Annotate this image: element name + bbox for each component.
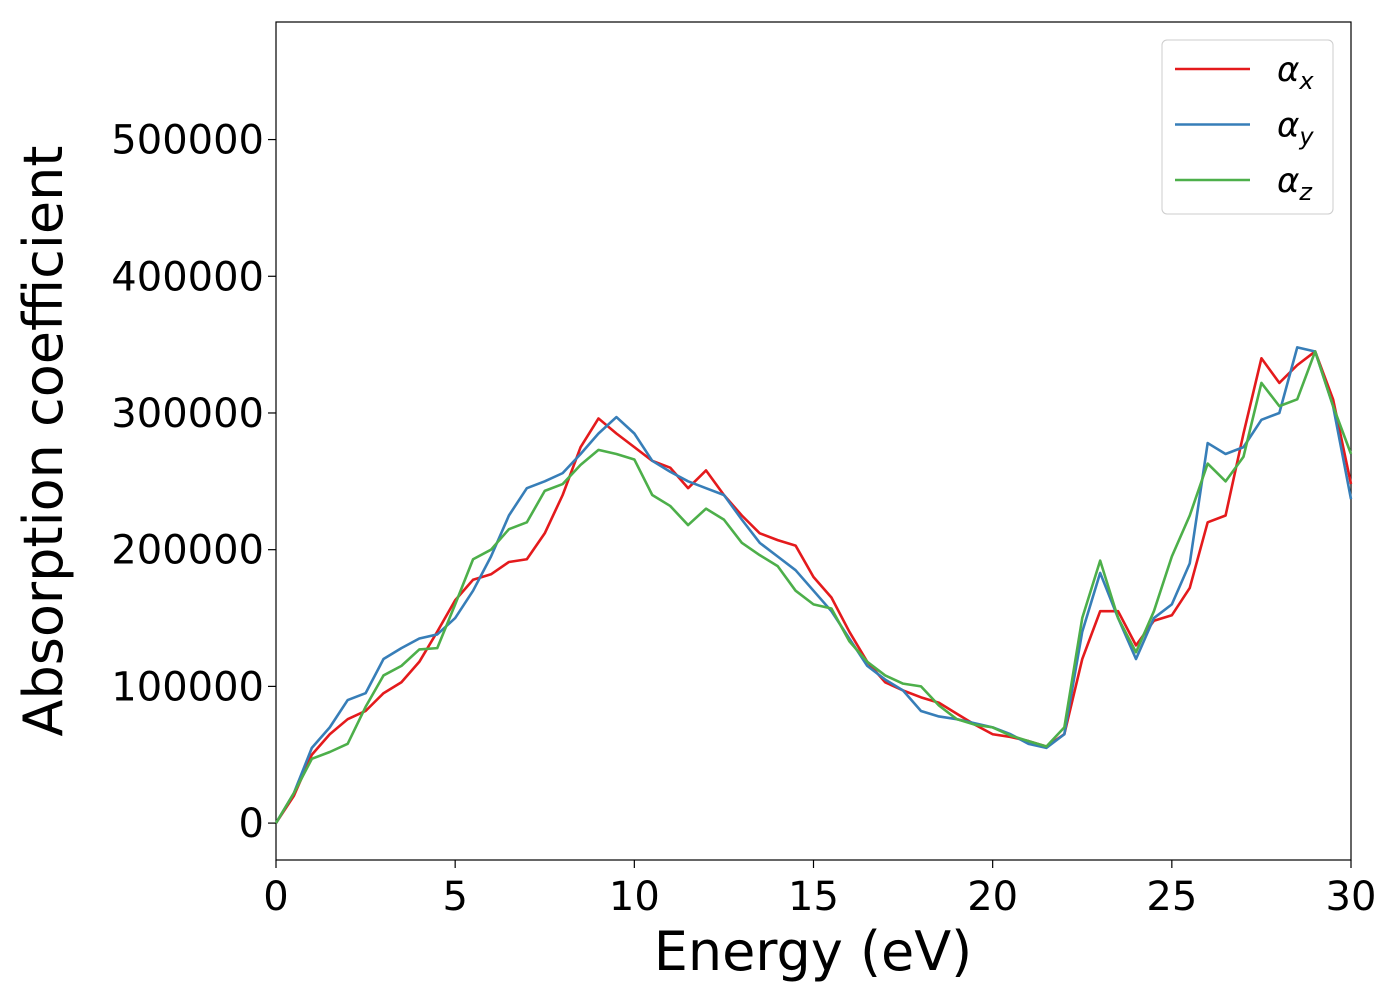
legend-label: αx <box>1277 50 1314 95</box>
legend-label: αy <box>1277 106 1314 151</box>
y-tick-label: 100000 <box>111 664 264 710</box>
x-tick-label: 5 <box>442 874 467 920</box>
data-line <box>274 350 1353 824</box>
data-line <box>274 350 1353 824</box>
legend-label: αz <box>1277 161 1313 206</box>
x-tick-label: 15 <box>788 874 839 920</box>
y-tick-label: 400000 <box>111 254 264 300</box>
x-tick-label: 20 <box>967 874 1018 920</box>
x-tick-label: 25 <box>1146 874 1197 920</box>
x-tick-label: 10 <box>609 874 660 920</box>
x-tick-label: 0 <box>263 874 288 920</box>
y-tick-label: 300000 <box>111 391 264 437</box>
x-tick-label: 30 <box>1326 874 1377 920</box>
y-tick-label: 200000 <box>111 528 264 574</box>
legend-box <box>1161 39 1334 215</box>
y-tick-label: 0 <box>239 801 264 847</box>
y-tick-label: 500000 <box>111 118 264 164</box>
x-axis-label: Energy (eV) <box>654 920 973 983</box>
data-line <box>274 346 1353 824</box>
y-axis-label: Absorption coefficient <box>12 146 75 737</box>
